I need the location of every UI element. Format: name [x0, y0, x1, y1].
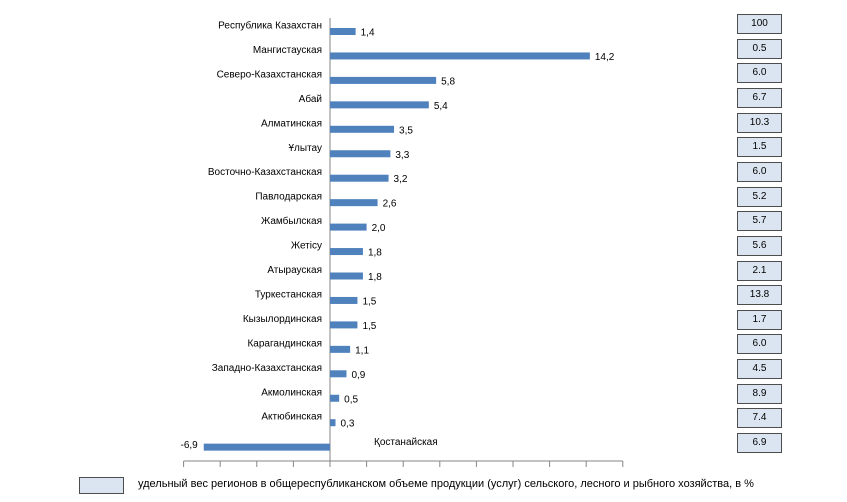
category-label: Западно-Казахстанская: [212, 363, 322, 374]
bar: [203, 443, 330, 451]
bar: [330, 370, 347, 378]
category-label: Актюбинская: [261, 411, 322, 423]
data-label: 1,5: [362, 296, 376, 307]
bar: [330, 272, 363, 280]
category-label: Кызылординская: [243, 314, 322, 325]
share-box: 6.7: [737, 87, 782, 108]
bar: [330, 419, 336, 427]
data-label: 0,9: [351, 370, 365, 381]
data-label: 1,8: [368, 248, 382, 259]
share-box: 10.3: [737, 112, 782, 133]
bar: [330, 28, 356, 35]
category-label: Жетісу: [291, 241, 322, 252]
bar: [330, 321, 358, 329]
legend-label: удельный вес регионов в общереспубликанс…: [138, 478, 754, 490]
share-box: 4.5: [737, 359, 782, 380]
category-label: Карагандинская: [247, 338, 322, 349]
category-label: Жамбылская: [261, 215, 322, 227]
category-label: Қостанайская: [374, 437, 438, 448]
data-label: 5,4: [434, 101, 448, 112]
share-box: 13.8: [737, 285, 782, 306]
bar: [330, 150, 391, 158]
share-box: 8.9: [737, 383, 782, 404]
category-label: Республика Казахстан: [218, 20, 322, 32]
bar: [330, 174, 389, 182]
category-label: Ұлытау: [288, 143, 322, 154]
bar: [330, 345, 351, 353]
category-label: Мангистауская: [253, 45, 322, 56]
data-label: 14,2: [595, 52, 615, 63]
bar: [330, 76, 437, 84]
share-box: 5.2: [737, 186, 782, 207]
share-box: 6.0: [737, 161, 782, 182]
share-box: 100: [737, 14, 782, 34]
legend-swatch: [79, 477, 124, 494]
share-box: 5.6: [737, 235, 782, 256]
bar: [330, 223, 367, 231]
bar: [330, 199, 378, 207]
data-label: -6,9: [180, 440, 198, 451]
category-label: Туркестанская: [255, 289, 322, 300]
category-label: Абай: [299, 93, 322, 105]
share-box: 5.7: [737, 211, 782, 232]
share-box: 6.0: [737, 63, 782, 84]
data-label: 5,8: [441, 76, 455, 87]
share-box: 2.1: [737, 260, 782, 281]
category-label: Восточно-Казахстанская: [208, 167, 322, 178]
share-box: 1.5: [737, 137, 782, 158]
category-label: Северо-Казахстанская: [217, 69, 322, 80]
category-label: Алматинская: [261, 118, 322, 129]
share-box: 7.4: [737, 408, 782, 429]
share-box: 6.0: [737, 334, 782, 355]
share-box: 1.7: [737, 309, 782, 330]
data-label: 3,3: [395, 150, 409, 161]
category-label: Павлодарская: [255, 192, 322, 203]
data-label: 1,5: [362, 321, 376, 332]
category-label: Атырауская: [267, 265, 322, 276]
bar: [330, 248, 363, 256]
data-label: 1,8: [368, 272, 382, 283]
bar: [330, 125, 395, 133]
data-label: 2,6: [383, 199, 397, 210]
bar: [330, 52, 590, 60]
data-label: 0,3: [340, 419, 354, 430]
share-box: 6.9: [737, 433, 782, 453]
data-label: 1,4: [361, 28, 375, 39]
bar: [330, 296, 358, 304]
share-box: 0.5: [737, 38, 782, 59]
data-label: 3,2: [394, 174, 408, 185]
data-label: 2,0: [372, 223, 386, 234]
data-label: 1,1: [355, 345, 369, 356]
bar: [330, 394, 340, 402]
data-label: 3,5: [399, 125, 413, 136]
data-label: 0,5: [344, 394, 358, 405]
category-label: Акмолинская: [261, 387, 322, 398]
bar: [330, 101, 429, 109]
